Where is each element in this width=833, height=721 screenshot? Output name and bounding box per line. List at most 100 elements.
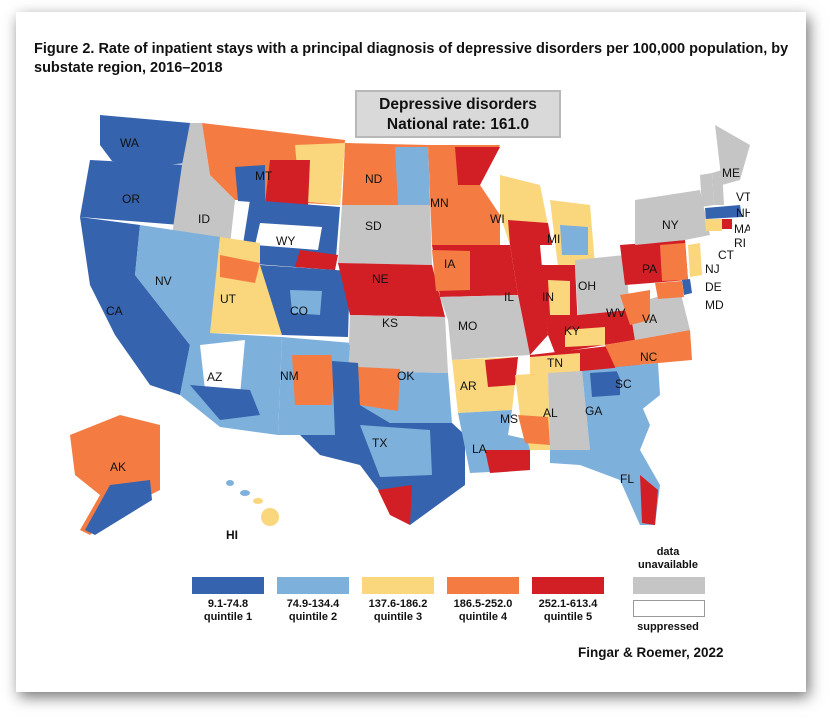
region-nd-east bbox=[395, 147, 430, 205]
region-la-south bbox=[485, 450, 530, 473]
state-ca bbox=[80, 217, 190, 395]
legend-suppressed-label: suppressed bbox=[637, 621, 699, 633]
state-ma bbox=[705, 205, 742, 219]
legend-range-q1: 9.1-74.8 bbox=[207, 598, 249, 610]
state-me bbox=[715, 125, 750, 185]
region-fl-east bbox=[640, 475, 658, 525]
label-mt: MT bbox=[255, 169, 273, 183]
state-nc bbox=[605, 330, 692, 367]
label-or: OR bbox=[122, 192, 140, 206]
region-mt-west bbox=[235, 165, 265, 203]
region-mt-central bbox=[265, 160, 310, 205]
region-az-south bbox=[190, 385, 260, 420]
state-ks bbox=[348, 315, 448, 373]
hi-island-3 bbox=[253, 498, 263, 504]
region-co-mid bbox=[290, 290, 322, 315]
legend-quintile-q3: quintile 3 bbox=[373, 611, 423, 623]
label-nh: NH bbox=[736, 206, 750, 220]
legend-swatch-q2 bbox=[277, 577, 349, 594]
legend-label-q1: 9.1-74.8 quintile 1 bbox=[178, 598, 278, 624]
region-in-mid bbox=[548, 280, 570, 315]
label-sd: SD bbox=[365, 219, 382, 233]
state-nv bbox=[135, 225, 220, 345]
region-mn-north bbox=[455, 147, 500, 185]
state-ny bbox=[635, 190, 710, 245]
state-sc bbox=[615, 363, 660, 415]
label-vt: VT bbox=[736, 190, 750, 204]
state-nj bbox=[688, 243, 702, 277]
legend-unavailable-line2: unavailable bbox=[638, 559, 698, 571]
legend-swatch-q4 bbox=[447, 577, 519, 594]
label-la: LA bbox=[472, 442, 487, 456]
label-va: VA bbox=[642, 312, 657, 326]
label-al: AL bbox=[543, 406, 558, 420]
us-choropleth-map: WA OR CA ID NV MT WY UT AZ CO NM ND SD N… bbox=[70, 115, 750, 535]
state-fl bbox=[550, 450, 660, 525]
state-oh bbox=[575, 255, 630, 315]
legend-label-q5: 252.1-613.4 quintile 5 bbox=[518, 598, 618, 624]
region-ky-mid bbox=[565, 327, 605, 347]
label-in: IN bbox=[542, 290, 554, 304]
region-wy-suppressed bbox=[255, 223, 322, 250]
state-id bbox=[172, 123, 235, 245]
state-label-layer: WA OR CA ID NV MT WY UT AZ CO NM ND SD N… bbox=[106, 136, 750, 486]
label-ct: CT bbox=[718, 248, 735, 262]
label-tx: TX bbox=[372, 436, 387, 450]
label-ia: IA bbox=[444, 257, 455, 271]
label-nj: NJ bbox=[705, 262, 720, 276]
region-ok-west bbox=[358, 367, 400, 411]
region-ar-east bbox=[485, 357, 518, 387]
region-tx-south bbox=[378, 485, 412, 525]
national-box-rate: National rate: 161.0 bbox=[386, 116, 530, 133]
label-de: DE bbox=[705, 280, 722, 294]
legend-label-q2: 74.9-134.4 quintile 2 bbox=[263, 598, 363, 624]
national-rate-box: Depressive disorders National rate: 161.… bbox=[355, 90, 561, 138]
label-ny: NY bbox=[662, 218, 679, 232]
region-tn-west bbox=[530, 353, 580, 375]
legend-swatch-q3 bbox=[362, 577, 434, 594]
label-tn: TN bbox=[547, 356, 563, 370]
legend-swatch-suppressed bbox=[633, 600, 705, 617]
label-ca: CA bbox=[106, 304, 123, 318]
credit-text: Fingar & Roemer, 2022 bbox=[578, 645, 724, 660]
label-mo: MO bbox=[458, 319, 477, 333]
label-co: CO bbox=[290, 304, 308, 318]
label-hi: HI bbox=[226, 528, 238, 542]
state-ne bbox=[338, 263, 445, 317]
label-fl: FL bbox=[620, 472, 634, 486]
legend-quintile-q4: quintile 4 bbox=[458, 611, 508, 623]
label-ak: AK bbox=[110, 460, 126, 474]
state-wa bbox=[100, 115, 190, 167]
label-ga: GA bbox=[585, 404, 602, 418]
label-nc: NC bbox=[640, 350, 658, 364]
region-tx-central bbox=[360, 425, 432, 477]
label-ma: MA bbox=[734, 222, 750, 236]
state-hi bbox=[226, 480, 279, 526]
legend-quintile-q5: quintile 5 bbox=[543, 611, 593, 623]
label-ks: KS bbox=[382, 316, 398, 330]
label-me: ME bbox=[722, 166, 740, 180]
label-sc: SC bbox=[615, 377, 632, 391]
state-md bbox=[655, 281, 684, 299]
hi-island-1 bbox=[226, 480, 234, 486]
label-mi: MI bbox=[547, 232, 560, 246]
label-ok: OK bbox=[397, 369, 414, 383]
region-ia-west bbox=[432, 250, 470, 291]
state-vt bbox=[700, 173, 714, 207]
label-ri: RI bbox=[734, 236, 746, 250]
label-pa: PA bbox=[642, 262, 657, 276]
legend-swatch-q1 bbox=[192, 577, 264, 594]
label-az: AZ bbox=[207, 370, 222, 384]
region-ga-north bbox=[590, 371, 620, 397]
state-or bbox=[80, 160, 188, 225]
legend-range-q2: 74.9-134.4 bbox=[286, 598, 340, 610]
label-wv: WV bbox=[606, 306, 625, 320]
label-oh: OH bbox=[578, 279, 596, 293]
legend-unavailable-label: data unavailable bbox=[618, 546, 718, 572]
hi-island-4 bbox=[261, 508, 279, 526]
region-ms-south bbox=[518, 415, 550, 445]
label-ar: AR bbox=[460, 379, 477, 393]
state-sd bbox=[338, 205, 432, 265]
state-ak bbox=[70, 415, 160, 535]
legend-quintile-q2: quintile 2 bbox=[288, 611, 338, 623]
